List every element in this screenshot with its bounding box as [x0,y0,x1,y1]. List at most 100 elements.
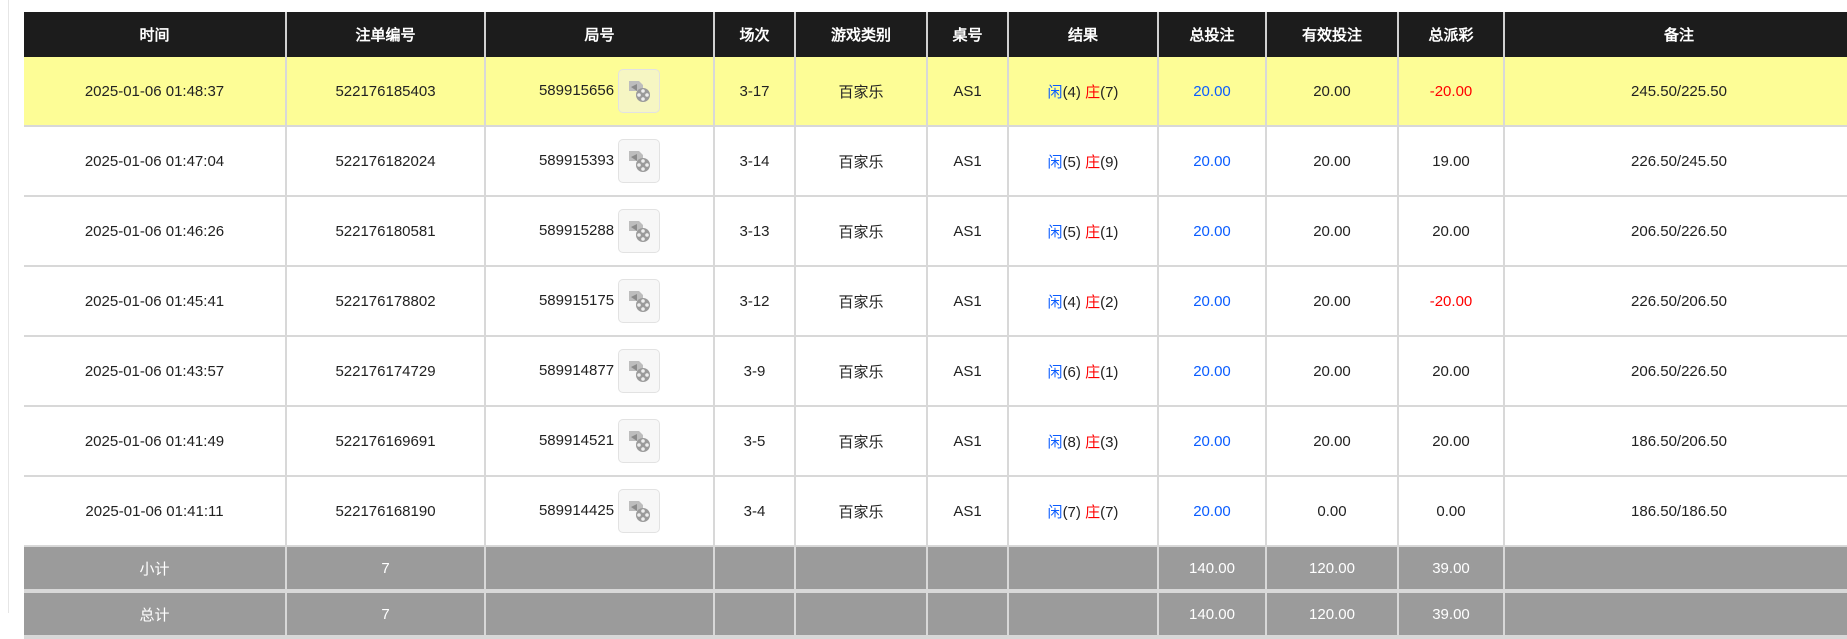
player-score: (7) [1062,503,1081,521]
cell-shoe: 3-13 [714,196,796,267]
cell-note: 186.50/206.50 [1504,406,1847,477]
total-payout: 39.00 [1398,591,1505,639]
cell-time: 2025-01-06 01:41:49 [24,406,287,477]
column-header-time[interactable]: 时间 [24,12,287,57]
table-header-row: 时间 注单编号 局号 场次 游戏类别 桌号 结果 总投注 有效投注 总派彩 备注 [24,12,1847,57]
cell-bet-id: 522176185403 [286,57,486,127]
cell-shoe: 3-5 [714,406,796,477]
total-row: 总计 7 140.00 120.00 39.00 [24,591,1847,639]
banker-score: (9) [1100,153,1119,171]
cell-total-bet: 20.00 [1158,266,1267,337]
banker-score: (7) [1100,503,1119,521]
cell-result: 闲(8) 庄(3) [1008,406,1159,477]
cell-time: 2025-01-06 01:45:41 [24,266,287,337]
player-label: 闲 [1047,223,1063,241]
cell-payout: 20.00 [1398,336,1505,407]
player-label: 闲 [1047,83,1063,101]
empty-cell [1008,546,1159,593]
subtotal-count: 7 [286,546,486,593]
video-replay-icon[interactable] [618,209,661,253]
cell-note: 226.50/206.50 [1504,266,1847,337]
player-score: (4) [1062,83,1081,101]
cell-note: 206.50/226.50 [1504,196,1847,267]
empty-cell [485,591,715,639]
cell-result: 闲(6) 庄(1) [1008,336,1159,407]
video-replay-icon[interactable] [618,279,661,323]
cell-payout: 20.00 [1398,406,1505,477]
cell-total-bet: 20.00 [1158,476,1267,547]
player-label: 闲 [1047,153,1063,171]
cell-total-bet: 20.00 [1158,196,1267,267]
cell-table: AS1 [927,196,1009,267]
banker-label: 庄 [1085,153,1101,171]
cell-game: 百家乐 [795,266,928,337]
banker-label: 庄 [1085,363,1101,381]
cell-shoe: 3-17 [714,57,796,127]
column-header-game[interactable]: 游戏类别 [795,12,928,57]
cell-valid-bet: 20.00 [1266,406,1399,477]
table-row[interactable]: 2025-01-06 01:45:41 522176178802 589915175… [24,266,1847,337]
table-row[interactable]: 2025-01-06 01:48:37 522176185403 589915656… [24,57,1847,127]
table-row[interactable]: 2025-01-06 01:41:11 522176168190 589914425… [24,476,1847,547]
round-number: 589914877 [538,361,615,379]
round-number: 589915175 [538,291,615,309]
cell-round: 589915175 [485,266,715,337]
round-number: 589914521 [538,431,615,449]
table-row[interactable]: 2025-01-06 01:43:57 522176174729 589914877… [24,336,1847,407]
subtotal-total-bet: 140.00 [1158,546,1267,593]
column-header-shoe[interactable]: 场次 [714,12,796,57]
subtotal-valid-bet: 120.00 [1266,546,1399,593]
cell-payout: 0.00 [1398,476,1505,547]
column-header-bet-id[interactable]: 注单编号 [286,12,486,57]
table-row[interactable]: 2025-01-06 01:41:49 522176169691 589914521… [24,406,1847,477]
table-row[interactable]: 2025-01-06 01:46:26 522176180581 589915288… [24,196,1847,267]
cell-round: 589914425 [485,476,715,547]
cell-payout: -20.00 [1398,57,1505,127]
empty-cell [795,546,928,593]
cell-table: AS1 [927,336,1009,407]
video-replay-icon[interactable] [618,489,661,533]
round-number: 589914425 [538,501,615,519]
empty-cell [714,591,796,639]
column-header-result[interactable]: 结果 [1008,12,1159,57]
round-number: 589915288 [538,221,615,239]
video-replay-icon[interactable] [618,139,661,183]
cell-valid-bet: 20.00 [1266,266,1399,337]
round-number: 589915393 [538,151,615,169]
column-header-total-bet[interactable]: 总投注 [1158,12,1267,57]
cell-shoe: 3-9 [714,336,796,407]
column-header-note[interactable]: 备注 [1504,12,1847,57]
column-header-round[interactable]: 局号 [485,12,715,57]
cell-time: 2025-01-06 01:48:37 [24,57,287,127]
player-score: (6) [1062,363,1081,381]
empty-cell [795,591,928,639]
page-edge-divider [8,0,9,613]
cell-total-bet: 20.00 [1158,126,1267,197]
cell-note: 245.50/225.50 [1504,57,1847,127]
column-header-valid-bet[interactable]: 有效投注 [1266,12,1399,57]
player-label: 闲 [1047,363,1063,381]
cell-total-bet: 20.00 [1158,57,1267,127]
empty-cell [1504,546,1847,593]
video-replay-icon[interactable] [618,419,661,463]
banker-score: (1) [1100,363,1119,381]
player-score: (5) [1062,223,1081,241]
column-header-payout[interactable]: 总派彩 [1398,12,1505,57]
cell-game: 百家乐 [795,196,928,267]
table-row[interactable]: 2025-01-06 01:47:04 522176182024 589915393… [24,126,1847,197]
cell-time: 2025-01-06 01:41:11 [24,476,287,547]
round-number: 589915656 [538,81,615,99]
player-label: 闲 [1047,293,1063,311]
video-replay-icon[interactable] [618,69,661,113]
cell-payout: -20.00 [1398,266,1505,337]
player-score: (5) [1062,153,1081,171]
cell-table: AS1 [927,57,1009,127]
video-replay-icon[interactable] [618,349,661,393]
cell-payout: 19.00 [1398,126,1505,197]
total-total-bet: 140.00 [1158,591,1267,639]
cell-total-bet: 20.00 [1158,336,1267,407]
player-label: 闲 [1047,433,1063,451]
empty-cell [714,546,796,593]
column-header-table[interactable]: 桌号 [927,12,1009,57]
player-label: 闲 [1047,503,1063,521]
